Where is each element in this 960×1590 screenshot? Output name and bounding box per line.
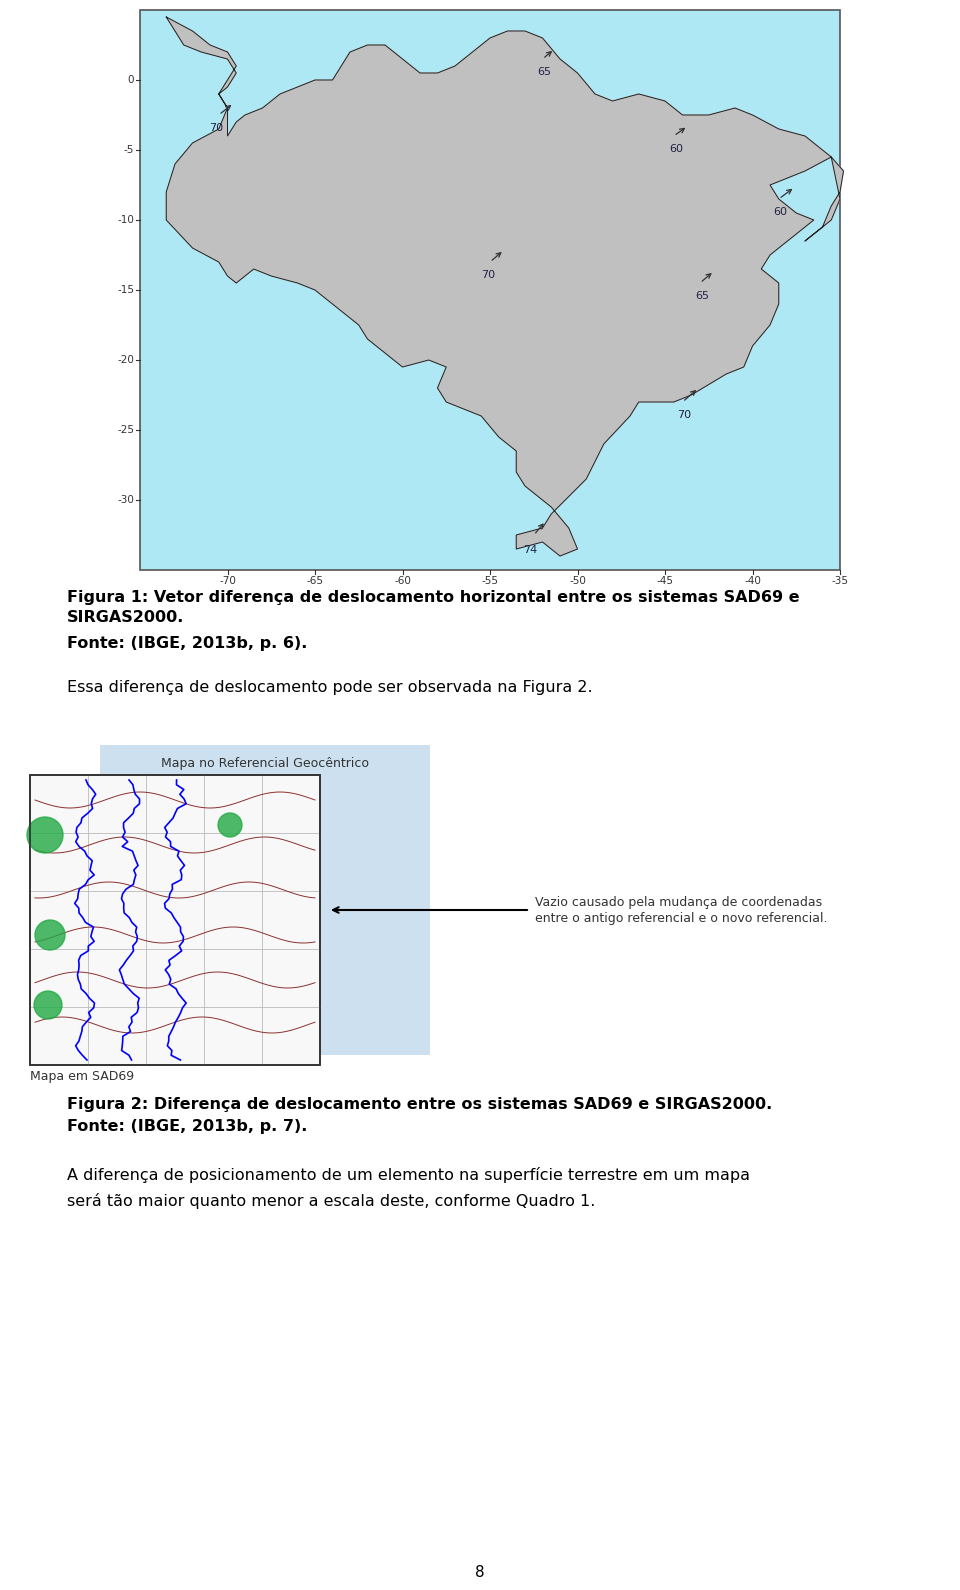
Text: -55: -55 <box>482 576 498 587</box>
Text: 74: 74 <box>522 545 537 555</box>
Text: Mapa em SAD69: Mapa em SAD69 <box>30 1070 134 1083</box>
Text: entre o antigo referencial e o novo referencial.: entre o antigo referencial e o novo refe… <box>535 913 828 925</box>
Text: -40: -40 <box>744 576 761 587</box>
Text: Vazio causado pela mudança de coordenadas: Vazio causado pela mudança de coordenada… <box>535 897 822 909</box>
Text: -60: -60 <box>394 576 411 587</box>
Text: 60: 60 <box>669 145 683 154</box>
Text: -20: -20 <box>117 355 134 366</box>
Text: 70: 70 <box>481 270 495 280</box>
Polygon shape <box>166 17 844 556</box>
Text: -45: -45 <box>657 576 674 587</box>
Text: -25: -25 <box>117 425 134 436</box>
Circle shape <box>27 817 63 852</box>
Text: -10: -10 <box>117 215 134 226</box>
Text: -30: -30 <box>117 494 134 506</box>
Text: 70: 70 <box>208 122 223 134</box>
Text: será tão maior quanto menor a escala deste, conforme Quadro 1.: será tão maior quanto menor a escala des… <box>67 1192 595 1208</box>
Bar <box>30 774 320 1065</box>
Text: SIRGAS2000.: SIRGAS2000. <box>67 611 184 625</box>
Text: 60: 60 <box>774 207 788 216</box>
Text: -5: -5 <box>124 145 134 154</box>
Text: 0: 0 <box>128 75 134 84</box>
Text: A diferença de posicionamento de um elemento na superfície terrestre em um mapa: A diferença de posicionamento de um elem… <box>67 1167 750 1183</box>
Text: -35: -35 <box>831 576 849 587</box>
Text: -15: -15 <box>117 285 134 296</box>
Text: Fonte: (IBGE, 2013b, p. 6).: Fonte: (IBGE, 2013b, p. 6). <box>67 636 307 650</box>
Text: Mapa no Referencial Geocêntrico: Mapa no Referencial Geocêntrico <box>161 757 369 770</box>
Text: 70: 70 <box>678 410 691 420</box>
Text: 65: 65 <box>538 67 551 76</box>
Circle shape <box>218 812 242 836</box>
Text: -70: -70 <box>219 576 236 587</box>
Text: Fonte: (IBGE, 2013b, p. 7).: Fonte: (IBGE, 2013b, p. 7). <box>67 1119 307 1134</box>
Text: Figura 1: Vetor diferença de deslocamento horizontal entre os sistemas SAD69 e: Figura 1: Vetor diferença de deslocament… <box>67 590 800 606</box>
Text: Figura 2: Diferença de deslocamento entre os sistemas SAD69 e SIRGAS2000.: Figura 2: Diferença de deslocamento entr… <box>67 1097 772 1111</box>
Bar <box>30 774 320 1065</box>
Bar <box>140 10 840 569</box>
Text: -65: -65 <box>306 576 324 587</box>
Bar <box>100 746 430 1056</box>
Text: -50: -50 <box>569 576 586 587</box>
Circle shape <box>35 921 65 949</box>
Text: 65: 65 <box>695 291 709 301</box>
Circle shape <box>34 991 62 1019</box>
Text: 8: 8 <box>475 1565 485 1580</box>
Text: Essa diferença de deslocamento pode ser observada na Figura 2.: Essa diferença de deslocamento pode ser … <box>67 681 592 695</box>
